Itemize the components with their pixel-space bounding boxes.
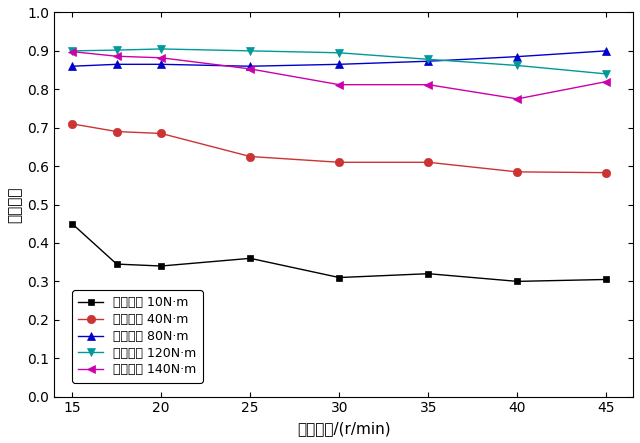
- 输出转矩 140N·m: [68, 49, 76, 54]
- 输出转矩 120N·m: [246, 48, 254, 54]
- 输出转矩 140N·m: [335, 82, 343, 87]
- 输出转矩 80N·m: [513, 54, 521, 59]
- 输出转矩 140N·m: [246, 66, 254, 72]
- 输出转矩 120N·m: [68, 48, 76, 54]
- Line: 输出转矩 10N·m: 输出转矩 10N·m: [68, 220, 610, 285]
- 输出转矩 140N·m: [113, 54, 120, 59]
- 输出转矩 80N·m: [68, 64, 76, 69]
- 输出转矩 80N·m: [157, 62, 165, 67]
- 输出转矩 10N·m: [246, 256, 254, 261]
- 输出转矩 120N·m: [113, 47, 120, 53]
- 输出转矩 40N·m: [335, 159, 343, 165]
- 输出转矩 10N·m: [335, 275, 343, 280]
- 输出转矩 120N·m: [602, 71, 610, 77]
- 输出转矩 120N·m: [513, 63, 521, 68]
- 输出转矩 120N·m: [335, 50, 343, 55]
- 输出转矩 10N·m: [157, 263, 165, 268]
- 输出转矩 40N·m: [68, 121, 76, 127]
- 输出转矩 80N·m: [246, 64, 254, 69]
- 输出转矩 40N·m: [602, 170, 610, 175]
- 输出转矩 10N·m: [602, 277, 610, 282]
- 输出转矩 140N·m: [157, 55, 165, 60]
- Line: 输出转矩 40N·m: 输出转矩 40N·m: [68, 120, 611, 177]
- Line: 输出转矩 140N·m: 输出转矩 140N·m: [68, 47, 611, 103]
- 输出转矩 40N·m: [113, 129, 120, 134]
- Line: 输出转矩 80N·m: 输出转矩 80N·m: [68, 47, 611, 70]
- 输出转矩 80N·m: [424, 58, 432, 64]
- 输出转矩 40N·m: [246, 154, 254, 159]
- Line: 输出转矩 120N·m: 输出转矩 120N·m: [68, 45, 611, 78]
- 输出转矩 80N·m: [602, 48, 610, 54]
- 输出转矩 140N·m: [424, 82, 432, 87]
- 输出转矩 10N·m: [513, 279, 521, 284]
- 输出转矩 40N·m: [157, 131, 165, 136]
- Legend: 输出转矩 10N·m, 输出转矩 40N·m, 输出转矩 80N·m, 输出转矩 120N·m, 输出转矩 140N·m: 输出转矩 10N·m, 输出转矩 40N·m, 输出转矩 80N·m, 输出转矩…: [72, 290, 203, 383]
- 输出转矩 10N·m: [424, 271, 432, 276]
- 输出转矩 10N·m: [68, 221, 76, 226]
- X-axis label: 输出转速/(r/min): 输出转速/(r/min): [297, 421, 390, 436]
- 输出转矩 40N·m: [513, 169, 521, 175]
- 输出转矩 80N·m: [335, 62, 343, 67]
- 输出转矩 10N·m: [113, 261, 120, 267]
- 输出转矩 80N·m: [113, 62, 120, 67]
- 输出转矩 120N·m: [424, 57, 432, 62]
- 输出转矩 140N·m: [513, 96, 521, 101]
- Y-axis label: 功率因数: 功率因数: [7, 187, 22, 223]
- 输出转矩 120N·m: [157, 46, 165, 51]
- 输出转矩 40N·m: [424, 159, 432, 165]
- 输出转矩 140N·m: [602, 79, 610, 84]
